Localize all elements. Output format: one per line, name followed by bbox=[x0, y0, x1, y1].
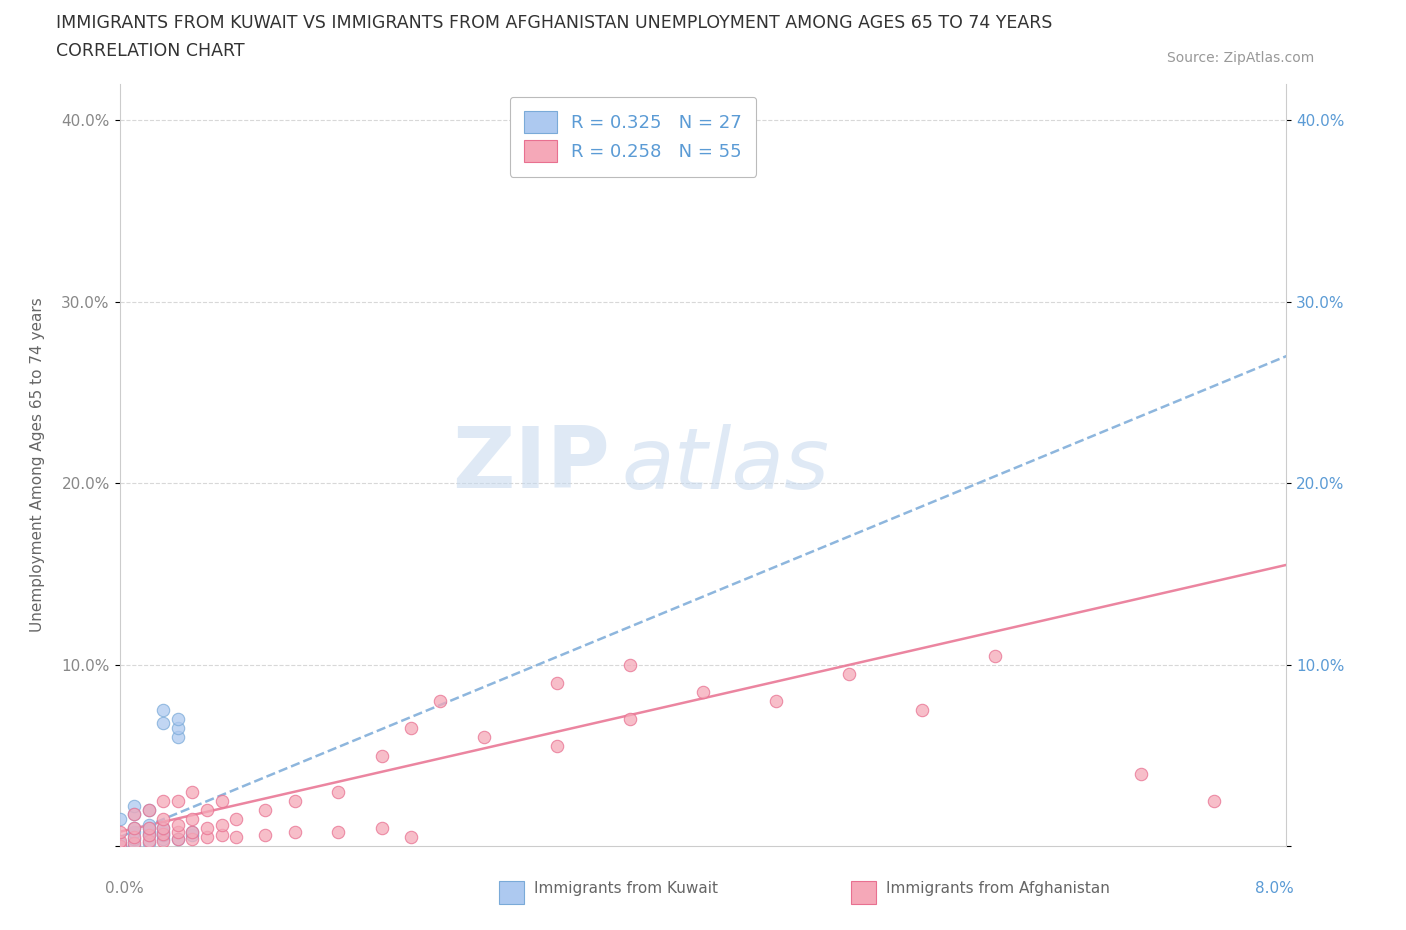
Text: Immigrants from Afghanistan: Immigrants from Afghanistan bbox=[886, 881, 1109, 896]
Point bbox=[138, 828, 160, 843]
Point bbox=[152, 831, 174, 846]
Point bbox=[122, 824, 145, 839]
Point bbox=[122, 820, 145, 835]
Text: Immigrants from Kuwait: Immigrants from Kuwait bbox=[534, 881, 718, 896]
Point bbox=[152, 833, 174, 848]
Point bbox=[152, 820, 174, 835]
Point bbox=[122, 839, 145, 854]
Text: Source: ZipAtlas.com: Source: ZipAtlas.com bbox=[1167, 51, 1315, 65]
Point bbox=[371, 748, 394, 763]
Point bbox=[166, 817, 188, 832]
Point bbox=[166, 824, 188, 839]
Point bbox=[284, 793, 307, 808]
Point bbox=[181, 812, 204, 827]
Point bbox=[152, 820, 174, 835]
Point bbox=[166, 730, 188, 745]
Point bbox=[1202, 793, 1225, 808]
Point bbox=[108, 835, 131, 850]
Point bbox=[152, 826, 174, 841]
Text: 8.0%: 8.0% bbox=[1254, 881, 1294, 896]
Point bbox=[619, 658, 641, 672]
Point bbox=[166, 793, 188, 808]
Point bbox=[211, 817, 233, 832]
Point bbox=[984, 648, 1007, 663]
Point bbox=[122, 835, 145, 850]
Point bbox=[108, 839, 131, 854]
Point bbox=[546, 675, 568, 690]
Point bbox=[284, 824, 307, 839]
Point bbox=[254, 828, 277, 843]
Point bbox=[108, 839, 131, 854]
Point bbox=[138, 820, 160, 835]
Text: ZIP: ZIP bbox=[451, 423, 610, 507]
Point bbox=[195, 803, 218, 817]
Legend: R = 0.325   N = 27, R = 0.258   N = 55: R = 0.325 N = 27, R = 0.258 N = 55 bbox=[510, 97, 756, 177]
Point bbox=[181, 824, 204, 839]
Point bbox=[765, 694, 787, 709]
Point bbox=[692, 684, 714, 699]
Point bbox=[166, 831, 188, 846]
Point bbox=[122, 830, 145, 844]
Point bbox=[211, 793, 233, 808]
Point bbox=[1129, 766, 1152, 781]
Text: IMMIGRANTS FROM KUWAIT VS IMMIGRANTS FROM AFGHANISTAN UNEMPLOYMENT AMONG AGES 65: IMMIGRANTS FROM KUWAIT VS IMMIGRANTS FRO… bbox=[56, 14, 1053, 32]
Point bbox=[911, 703, 934, 718]
Point bbox=[328, 784, 350, 799]
Point bbox=[619, 711, 641, 726]
Point bbox=[225, 830, 247, 844]
Point bbox=[429, 694, 451, 709]
Point bbox=[152, 715, 174, 730]
Point bbox=[371, 820, 394, 835]
Point bbox=[122, 806, 145, 821]
Point bbox=[838, 667, 860, 682]
Point bbox=[166, 711, 188, 726]
Point bbox=[108, 812, 131, 827]
Point bbox=[138, 835, 160, 850]
Point bbox=[181, 824, 204, 839]
Point bbox=[195, 830, 218, 844]
Text: 0.0%: 0.0% bbox=[105, 881, 145, 896]
Point bbox=[122, 806, 145, 821]
Point bbox=[181, 831, 204, 846]
Point bbox=[138, 833, 160, 848]
Point bbox=[152, 703, 174, 718]
Point bbox=[166, 831, 188, 846]
Point bbox=[122, 820, 145, 835]
Point bbox=[254, 803, 277, 817]
Point bbox=[152, 812, 174, 827]
Point bbox=[108, 824, 131, 839]
Point bbox=[122, 799, 145, 814]
Point bbox=[166, 721, 188, 736]
Point bbox=[401, 830, 423, 844]
Point bbox=[138, 803, 160, 817]
Point bbox=[138, 817, 160, 832]
Point bbox=[122, 831, 145, 846]
Point bbox=[108, 833, 131, 848]
Point bbox=[328, 824, 350, 839]
Point bbox=[211, 828, 233, 843]
Point bbox=[225, 812, 247, 827]
Point bbox=[152, 824, 174, 839]
Text: CORRELATION CHART: CORRELATION CHART bbox=[56, 42, 245, 60]
Point bbox=[138, 820, 160, 835]
Point bbox=[138, 828, 160, 843]
Point bbox=[152, 793, 174, 808]
Point bbox=[195, 820, 218, 835]
Point bbox=[138, 824, 160, 839]
Point bbox=[472, 730, 495, 745]
Point bbox=[401, 721, 423, 736]
Text: atlas: atlas bbox=[621, 423, 830, 507]
Point bbox=[181, 828, 204, 843]
Y-axis label: Unemployment Among Ages 65 to 74 years: Unemployment Among Ages 65 to 74 years bbox=[30, 298, 45, 632]
Point bbox=[181, 784, 204, 799]
Point bbox=[138, 803, 160, 817]
Point bbox=[546, 739, 568, 754]
Point bbox=[152, 828, 174, 843]
